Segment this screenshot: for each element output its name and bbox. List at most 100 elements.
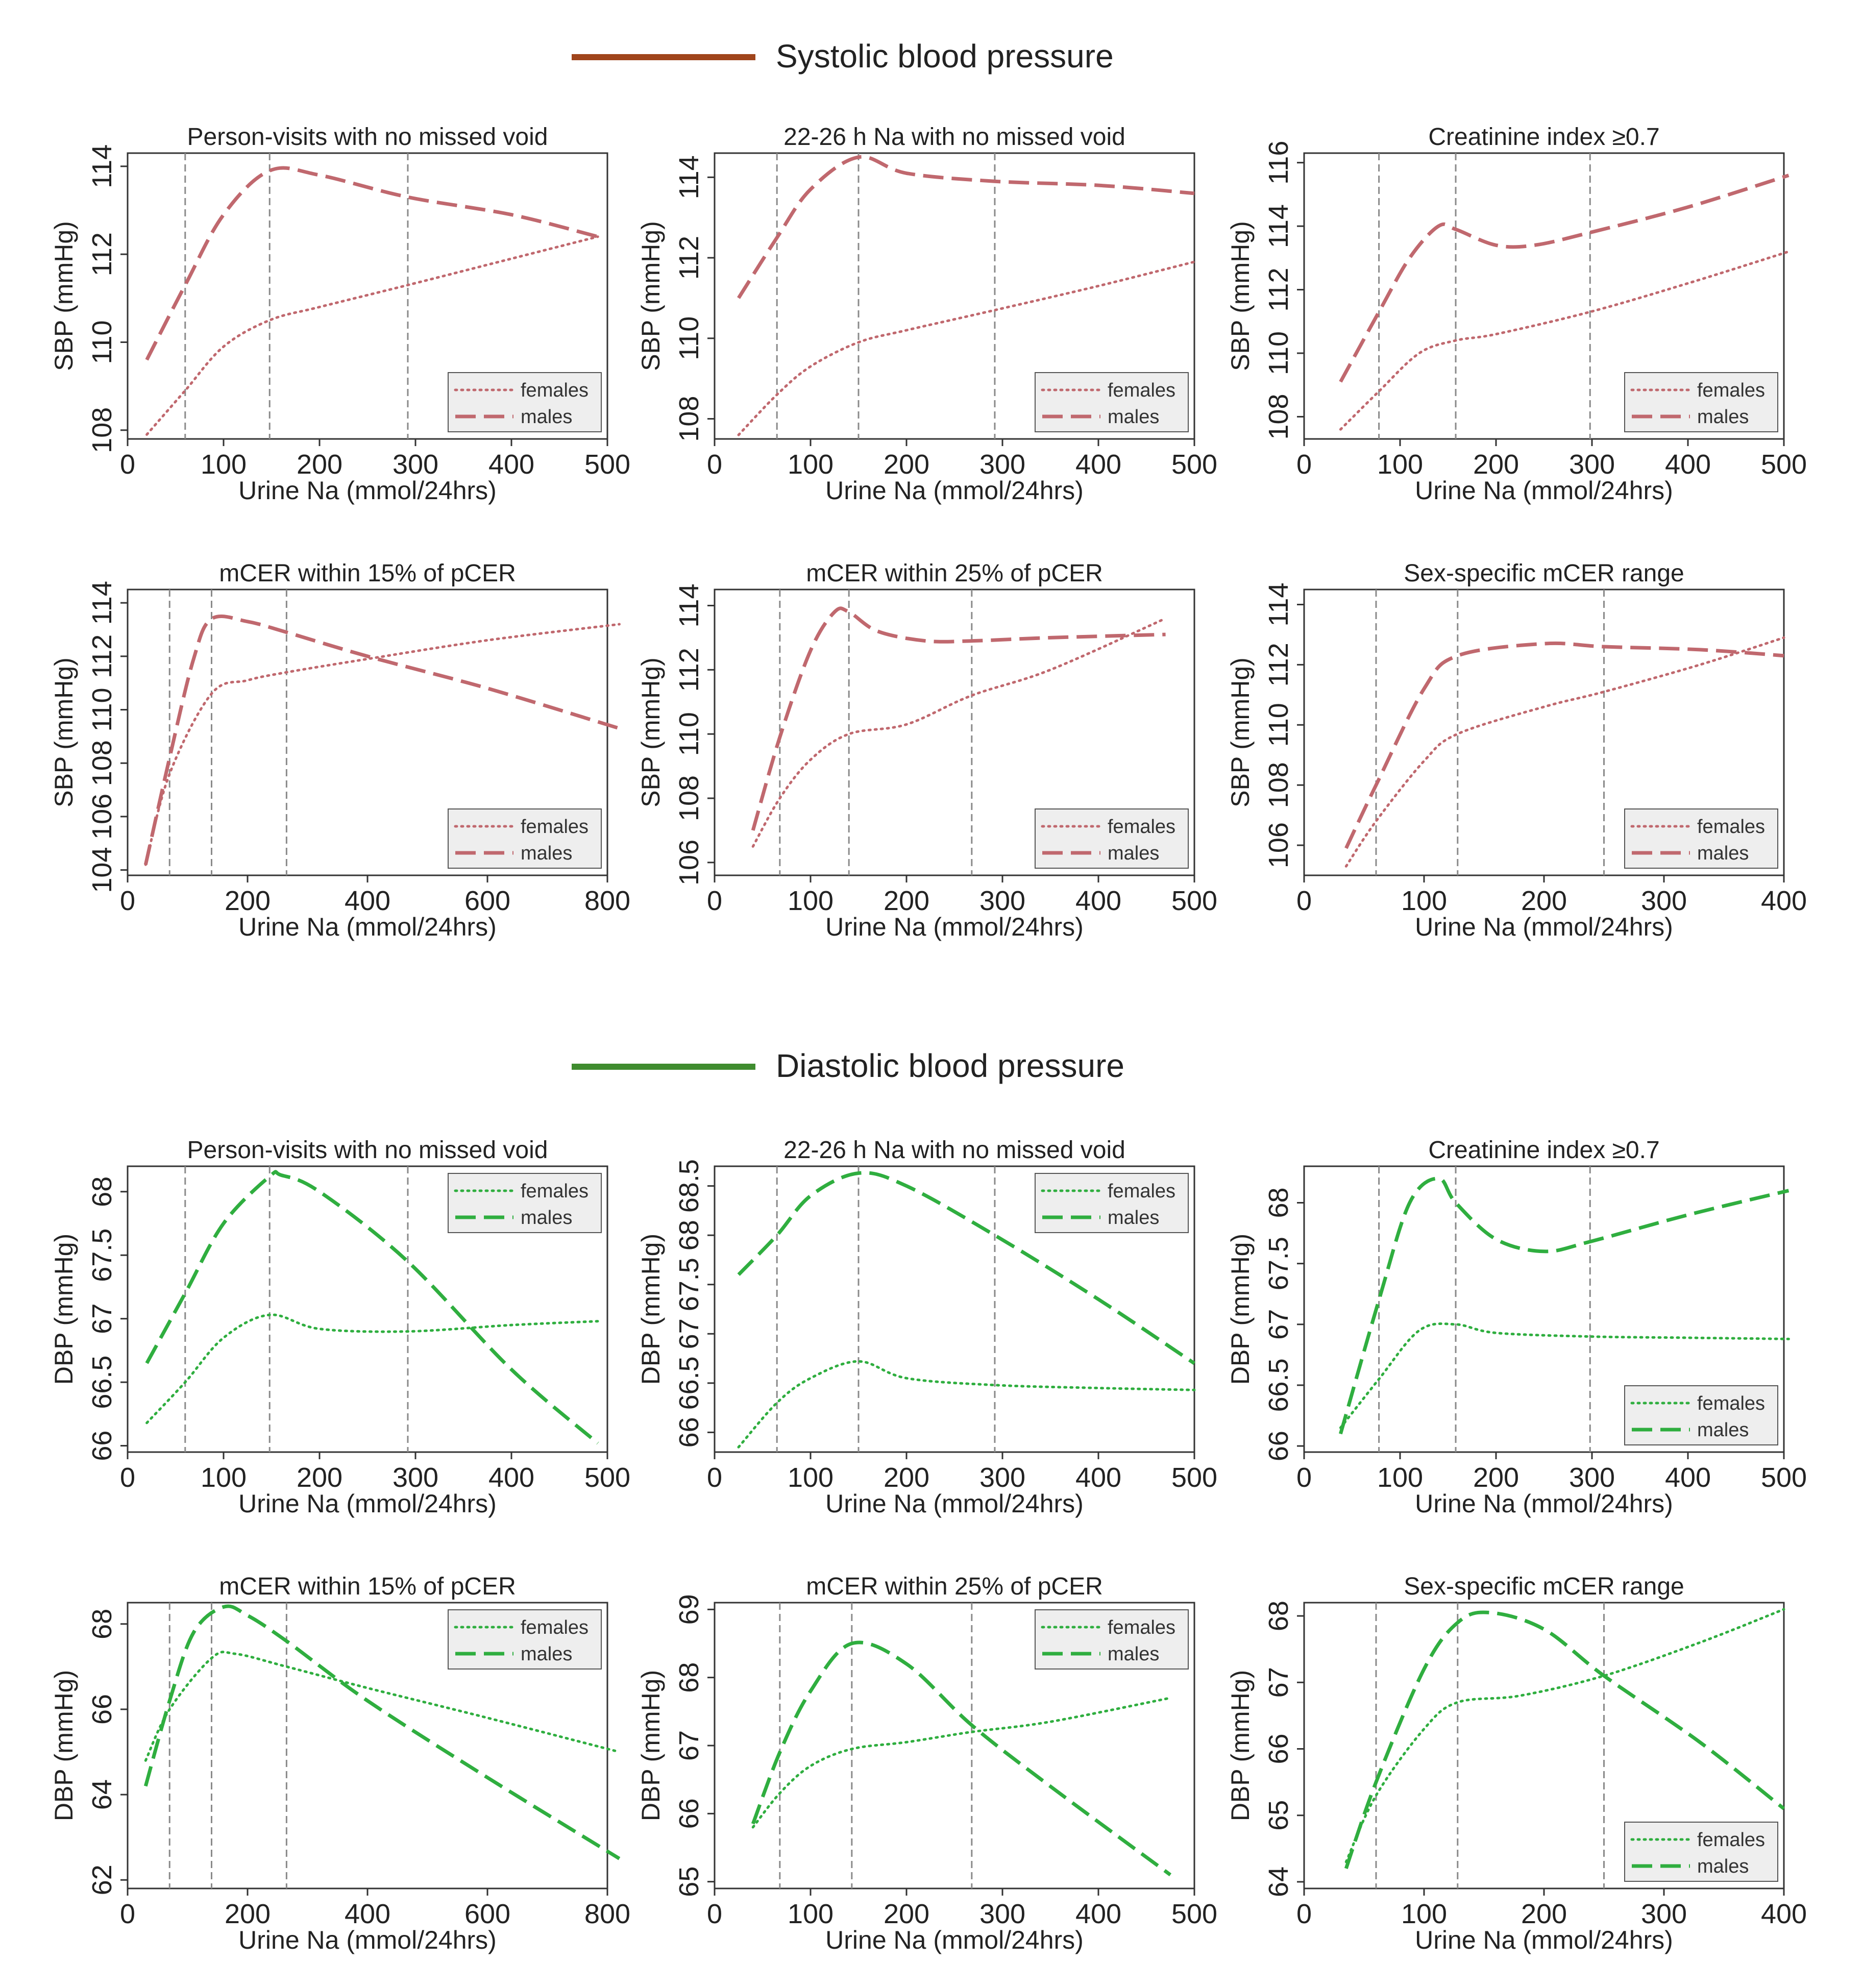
- y-tick-label: 66: [87, 1431, 117, 1461]
- x-tick-label: 500: [1761, 1462, 1807, 1493]
- x-tick-label: 400: [345, 1899, 390, 1929]
- legend-label-males: males: [1108, 406, 1159, 428]
- chart-panel-8: 22-26 h Na with no missed void 0 100 200 300…: [636, 1137, 1217, 1518]
- y-tick-label: 64: [1263, 1867, 1294, 1897]
- y-tick-label: 112: [674, 648, 704, 692]
- chart-title: 22-26 h Na with no missed void: [783, 1137, 1125, 1164]
- x-tick-label: 300: [979, 449, 1025, 480]
- y-tick-label: 114: [87, 581, 117, 625]
- x-tick-label: 200: [225, 1899, 271, 1929]
- series-line-females: [145, 1313, 599, 1425]
- plot-frame: [1303, 1165, 1785, 1453]
- x-tick-label: 0: [707, 449, 722, 480]
- legend: females males: [1624, 1385, 1778, 1445]
- x-tick-label: 100: [788, 449, 834, 480]
- series-line-males: [1344, 641, 1784, 849]
- x-tick-label: 400: [1665, 449, 1711, 480]
- x-axis-label: Urine Na (mmol/24hrs): [1415, 1489, 1673, 1518]
- series-line-females: [144, 623, 621, 866]
- x-axis-label: Urine Na (mmol/24hrs): [238, 1926, 497, 1954]
- series-line-females: [737, 260, 1196, 436]
- y-axis-label: DBP (mmHg): [1226, 1234, 1255, 1385]
- series-line-females: [751, 1697, 1172, 1829]
- y-tick-label: 66.5: [674, 1356, 704, 1410]
- legend-label-males: males: [1108, 1207, 1159, 1229]
- x-tick-label: 400: [1761, 1899, 1807, 1929]
- legend-label-males: males: [1108, 843, 1159, 864]
- chart-panel-2: 22-26 h Na with no missed void 0 100 200 300…: [636, 124, 1217, 505]
- series-line-females: [145, 235, 599, 436]
- chart-title: Creatinine index ≥0.7: [1428, 124, 1659, 151]
- plot-frame: [127, 1165, 608, 1453]
- y-tick-label: 108: [87, 740, 117, 786]
- y-tick-label: 64: [87, 1779, 117, 1810]
- plot-frame: [1303, 152, 1785, 440]
- legend-label-males: males: [521, 1207, 572, 1229]
- series-line-females: [751, 617, 1167, 848]
- x-tick-label: 100: [788, 1462, 834, 1493]
- x-axis-label: Urine Na (mmol/24hrs): [825, 476, 1084, 505]
- y-tick-label: 66: [87, 1694, 117, 1725]
- x-tick-label: 100: [1377, 449, 1423, 480]
- y-tick-label: 116: [1263, 141, 1294, 185]
- legend-label-females: females: [521, 1617, 589, 1638]
- x-tick-label: 0: [707, 1462, 722, 1493]
- y-tick-label: 67.5: [674, 1258, 704, 1311]
- section-title-sbp: Systolic blood pressure: [776, 38, 1114, 75]
- y-tick-label: 67: [674, 1318, 704, 1349]
- y-tick-label: 67: [1263, 1309, 1294, 1340]
- x-tick-label: 600: [464, 886, 510, 916]
- y-tick-label: 66: [674, 1417, 704, 1447]
- x-tick-label: 200: [225, 886, 271, 916]
- chart-title: Sex-specific mCER range: [1404, 560, 1684, 587]
- y-tick-label: 112: [1263, 268, 1294, 312]
- chart-title: mCER within 25% of pCER: [806, 560, 1103, 587]
- x-axis-label: Urine Na (mmol/24hrs): [825, 1926, 1084, 1954]
- legend: females males: [448, 1173, 602, 1233]
- x-tick-label: 100: [1401, 1899, 1447, 1929]
- x-tick-label: 200: [1521, 886, 1567, 916]
- y-tick-label: 112: [87, 232, 117, 276]
- legend: females males: [448, 1609, 602, 1670]
- y-tick-label: 108: [674, 396, 704, 442]
- x-tick-label: 200: [1473, 449, 1519, 480]
- x-tick-label: 400: [345, 886, 390, 916]
- x-tick-label: 300: [1641, 886, 1687, 916]
- y-tick-label: 108: [1263, 762, 1294, 808]
- y-tick-label: 68: [1263, 1601, 1294, 1631]
- y-axis-label: SBP (mmHg): [50, 657, 78, 807]
- x-tick-label: 400: [1075, 1899, 1121, 1929]
- x-tick-label: 200: [297, 449, 342, 480]
- y-tick-label: 104: [87, 847, 117, 893]
- y-tick-label: 68.5: [674, 1159, 704, 1213]
- legend-box: [448, 1173, 602, 1233]
- y-tick-label: 66: [1263, 1733, 1294, 1764]
- y-axis-label: DBP (mmHg): [636, 1670, 665, 1821]
- y-tick-label: 110: [1263, 331, 1294, 375]
- x-tick-label: 100: [1377, 1462, 1423, 1493]
- y-tick-label: 62: [87, 1864, 117, 1895]
- x-tick-label: 100: [1401, 886, 1447, 916]
- legend-label-females: females: [1697, 380, 1765, 401]
- y-tick-label: 68: [1263, 1187, 1294, 1218]
- y-tick-label: 66: [674, 1798, 704, 1829]
- legend-label-females: females: [1108, 1181, 1175, 1202]
- y-axis-label: DBP (mmHg): [50, 1670, 78, 1821]
- y-tick-label: 68: [87, 1609, 117, 1639]
- chart-title: Person-visits with no missed void: [187, 124, 548, 151]
- x-axis-label: Urine Na (mmol/24hrs): [238, 476, 497, 505]
- y-tick-label: 68: [87, 1176, 117, 1207]
- y-tick-label: 108: [674, 775, 704, 821]
- y-tick-label: 66: [1263, 1431, 1294, 1461]
- y-tick-label: 66.5: [87, 1356, 117, 1409]
- series-line-females: [1344, 636, 1785, 868]
- x-tick-label: 500: [584, 449, 630, 480]
- y-tick-label: 110: [674, 316, 704, 360]
- legend-label-males: males: [521, 1643, 572, 1665]
- legend: females males: [1035, 1609, 1189, 1670]
- legend-label-females: females: [521, 816, 589, 838]
- x-tick-label: 400: [1075, 449, 1121, 480]
- x-tick-label: 400: [1075, 886, 1121, 916]
- x-tick-label: 800: [584, 886, 630, 916]
